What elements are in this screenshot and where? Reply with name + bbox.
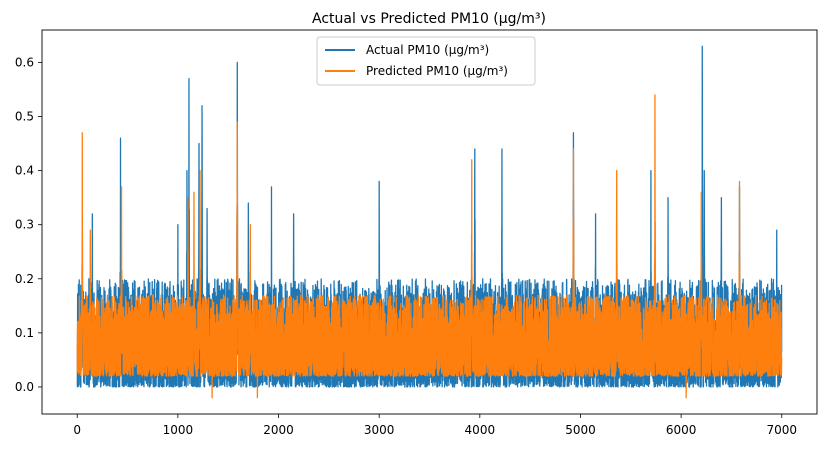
x-axis: 0 1000 2000 3000 4000 5000 6000 7000 <box>73 414 797 437</box>
chart-title: Actual vs Predicted PM10 (μg/m³) <box>312 11 546 27</box>
y-tick-label: 0.0 <box>15 380 34 394</box>
x-tick-label: 3000 <box>364 423 395 437</box>
legend-label-predicted: Predicted PM10 (μg/m³) <box>366 64 508 78</box>
x-tick-label: 5000 <box>565 423 596 437</box>
x-tick-label: 0 <box>73 423 81 437</box>
y-tick-label: 0.1 <box>15 326 34 340</box>
legend-box <box>316 36 536 86</box>
series-line-predicted <box>76 94 783 399</box>
y-tick-label: 0.6 <box>15 55 34 69</box>
plot-frame <box>41 29 818 415</box>
x-tick-label: 7000 <box>766 423 797 437</box>
y-tick-label: 0.2 <box>15 272 34 286</box>
x-tick-label: 6000 <box>666 423 697 437</box>
y-axis: 0.0 0.1 0.2 0.3 0.4 0.5 0.6 <box>15 55 42 394</box>
y-tick-label: 0.5 <box>15 110 34 124</box>
plot-area <box>76 45 783 399</box>
x-tick-label: 4000 <box>465 423 496 437</box>
y-tick-label: 0.4 <box>15 164 34 178</box>
y-tick-label: 0.3 <box>15 218 34 232</box>
legend-label-actual: Actual PM10 (μg/m³) <box>366 43 489 57</box>
legend: Actual PM10 (μg/m³) Predicted PM10 (μg/m… <box>316 36 536 86</box>
x-tick-label: 2000 <box>263 423 294 437</box>
x-tick-label: 1000 <box>163 423 194 437</box>
